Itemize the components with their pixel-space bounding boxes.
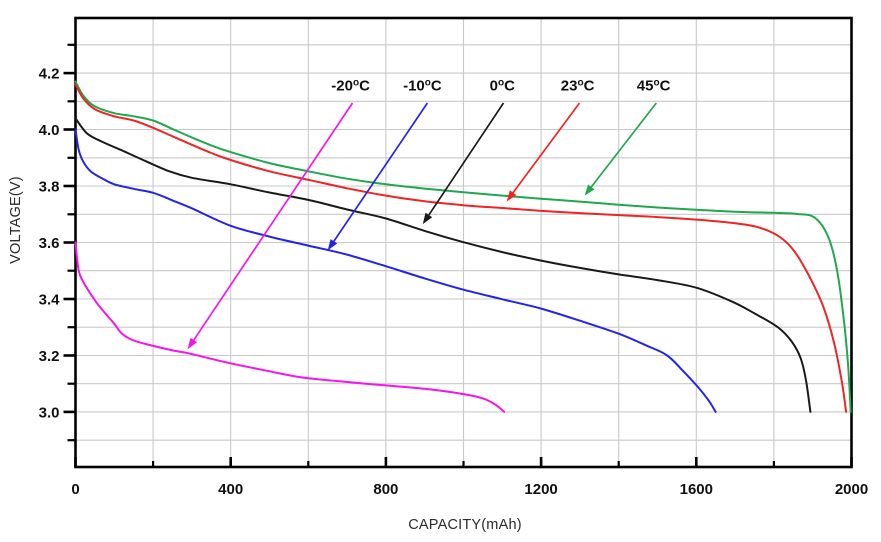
curve-0-c xyxy=(74,117,812,413)
annotation-arrow-line-0c xyxy=(426,102,505,218)
x-tick-label: 800 xyxy=(373,481,398,498)
y-tick-label: 3.8 xyxy=(39,179,60,196)
annotation-arrowhead-10c xyxy=(327,239,338,251)
x-tick-label: 2000 xyxy=(835,481,868,498)
x-tick-label: 1600 xyxy=(680,481,713,498)
annotation-arrowhead-20c xyxy=(187,337,198,350)
curve-10-c xyxy=(74,128,717,413)
annotation-arrow-line-10c xyxy=(331,102,429,244)
temp-label-20c: -20oC xyxy=(331,78,370,95)
annotation-arrow-line-23c xyxy=(511,102,581,195)
curve-45-c xyxy=(74,80,852,413)
annotation-arrowhead-0c xyxy=(422,212,433,225)
temp-label-10c: -10oC xyxy=(403,78,442,95)
y-axis-title: VOLTAGE(V) xyxy=(8,176,24,264)
annotation-arrowhead-23c xyxy=(506,190,517,202)
annotation-arrow-line-20c xyxy=(191,102,354,343)
y-tick-label: 3.4 xyxy=(39,292,61,309)
temp-label-23c: 23oC xyxy=(561,78,595,95)
temp-label-45c: 45oC xyxy=(637,78,671,95)
y-tick-label: 3.0 xyxy=(39,404,60,421)
y-tick-label: 3.2 xyxy=(39,348,60,365)
x-tick-label: 1200 xyxy=(524,481,557,498)
curve-23-c xyxy=(74,83,848,413)
y-tick-label: 3.6 xyxy=(39,235,60,252)
annotation-arrow-line-45c xyxy=(589,102,657,190)
temp-label-0c: 0oC xyxy=(490,78,515,95)
annotation-arrowhead-45c xyxy=(584,184,595,196)
curve-20-c xyxy=(74,241,506,413)
y-tick-label: 4.2 xyxy=(39,66,60,83)
x-tick-label: 400 xyxy=(218,481,243,498)
y-tick-label: 4.0 xyxy=(39,122,60,139)
x-axis-title: CAPACITY(mAh) xyxy=(408,517,522,533)
x-tick-label: 0 xyxy=(71,481,79,498)
